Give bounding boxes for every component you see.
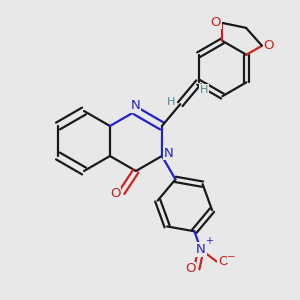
Text: N: N [164,146,173,160]
Text: O: O [263,39,274,52]
Text: O: O [211,16,221,29]
Text: N: N [131,99,141,112]
Text: O: O [218,255,228,268]
Text: H: H [167,97,176,107]
Text: N: N [196,243,206,256]
Text: O: O [110,187,121,200]
Text: +: + [206,236,213,246]
Text: H: H [200,85,208,95]
Text: O: O [185,262,195,275]
Text: −: − [227,252,236,262]
